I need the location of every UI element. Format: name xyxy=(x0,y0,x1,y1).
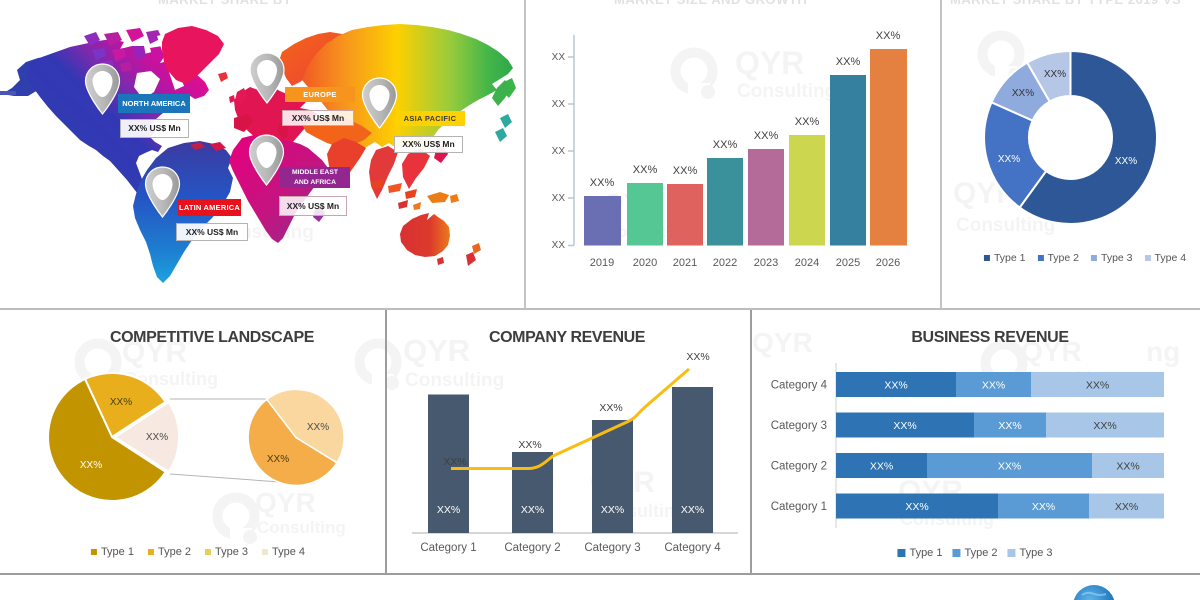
svg-text:Category 2: Category 2 xyxy=(771,461,827,473)
svg-text:Category 1: Category 1 xyxy=(420,542,476,554)
svg-text:Consulting: Consulting xyxy=(956,215,1055,236)
svg-text:XX%: XX% xyxy=(1116,461,1139,473)
svg-text:XX%: XX% xyxy=(982,380,1005,392)
svg-text:2026: 2026 xyxy=(876,257,900,269)
svg-text:XX%: XX% xyxy=(836,56,861,68)
svg-text:2022: 2022 xyxy=(713,257,737,269)
svg-text:XX%: XX% xyxy=(884,380,907,392)
svg-text:Category 2: Category 2 xyxy=(504,542,560,554)
svg-text:QYR: QYR xyxy=(122,336,187,369)
svg-text:XX%: XX% xyxy=(998,461,1021,473)
svg-text:XX: XX xyxy=(552,99,566,110)
svg-text:Category 4: Category 4 xyxy=(771,380,828,392)
svg-text:XX%: XX% xyxy=(633,164,658,176)
svg-text:QYR: QYR xyxy=(403,333,470,368)
svg-text:XX%: XX% xyxy=(870,461,893,473)
svg-text:XX%: XX% xyxy=(599,402,622,414)
svg-text:XX%: XX% xyxy=(998,420,1021,432)
svg-text:XX%: XX% xyxy=(1012,88,1034,99)
svg-text:XX%: XX% xyxy=(1115,156,1137,167)
svg-text:XX%: XX% xyxy=(146,432,168,443)
svg-text:Consulting: Consulting xyxy=(737,81,836,102)
svg-text:XX%: XX% xyxy=(998,154,1020,165)
svg-text:XX%: XX% xyxy=(905,501,928,513)
svg-text:XX%: XX% xyxy=(795,116,820,128)
svg-text:XX%: XX% xyxy=(1115,501,1138,513)
svg-text:2020: 2020 xyxy=(633,257,657,269)
svg-text:XX%: XX% xyxy=(601,504,624,516)
svg-text:Consulting: Consulting xyxy=(257,518,346,537)
svg-text:XX%: XX% xyxy=(681,504,704,516)
svg-text:QYR: QYR xyxy=(735,45,804,81)
svg-text:Category 4: Category 4 xyxy=(664,542,721,554)
svg-text:XX%: XX% xyxy=(1032,501,1055,513)
svg-text:QYR: QYR xyxy=(255,487,316,518)
svg-text:XX%: XX% xyxy=(1044,69,1066,80)
svg-text:XX%: XX% xyxy=(893,420,916,432)
svg-text:XX%: XX% xyxy=(521,504,544,516)
svg-text:XX: XX xyxy=(552,193,566,204)
svg-text:XX: XX xyxy=(552,52,566,63)
svg-text:XX%: XX% xyxy=(267,454,289,465)
svg-text:2023: 2023 xyxy=(754,257,778,269)
svg-text:2019: 2019 xyxy=(590,257,614,269)
svg-text:XX%: XX% xyxy=(590,177,615,189)
svg-text:XX%: XX% xyxy=(437,504,460,516)
svg-text:XX%: XX% xyxy=(518,439,541,451)
svg-text:Category 3: Category 3 xyxy=(584,542,640,554)
svg-text:XX%: XX% xyxy=(443,456,466,468)
svg-text:QYR: QYR xyxy=(752,327,813,358)
svg-text:XX: XX xyxy=(552,240,566,251)
svg-text:XX%: XX% xyxy=(80,460,102,471)
svg-text:XX%: XX% xyxy=(686,351,709,363)
svg-text:QYR: QYR xyxy=(1021,336,1082,367)
svg-text:XX%: XX% xyxy=(673,165,698,177)
svg-text:XX%: XX% xyxy=(876,30,901,42)
svg-text:2021: 2021 xyxy=(673,257,697,269)
svg-text:XX%: XX% xyxy=(307,422,329,433)
svg-text:XX%: XX% xyxy=(754,130,779,142)
svg-text:XX%: XX% xyxy=(1086,380,1109,392)
svg-text:Category 3: Category 3 xyxy=(771,420,827,432)
svg-text:XX%: XX% xyxy=(110,397,132,408)
svg-text:XX: XX xyxy=(552,146,566,157)
svg-text:2024: 2024 xyxy=(795,257,819,269)
svg-text:2025: 2025 xyxy=(836,257,860,269)
svg-text:Consulting: Consulting xyxy=(405,370,504,391)
svg-text:Category 1: Category 1 xyxy=(771,501,827,513)
svg-text:XX%: XX% xyxy=(1093,420,1116,432)
svg-text:XX%: XX% xyxy=(713,139,738,151)
svg-text:ng: ng xyxy=(1146,336,1180,367)
